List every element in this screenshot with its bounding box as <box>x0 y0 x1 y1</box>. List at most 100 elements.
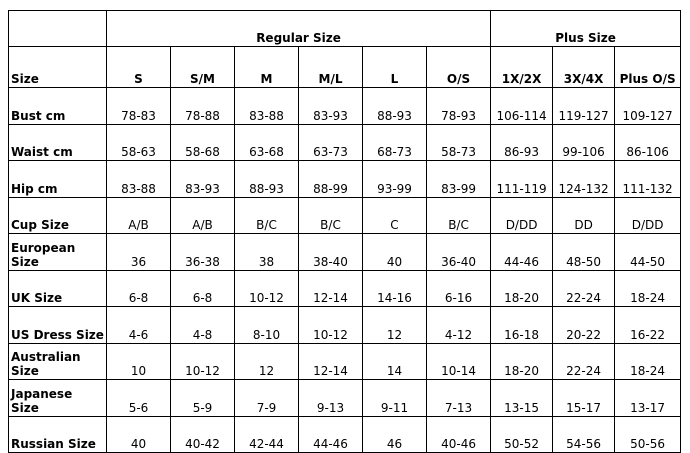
table-row: US Dress Size 4-6 4-8 8-10 10-12 12 4-12 16-18 2… <box>8 306 682 344</box>
table-cell: 83-93 <box>170 160 235 198</box>
table-row: UK Size 6-8 6-8 10-12 12-14 14-16 6-16 18-20 22-… <box>8 269 682 307</box>
table-cell: 36-38 <box>170 233 235 271</box>
table-cell: C <box>362 196 427 234</box>
table-cell: 88-93 <box>362 87 427 125</box>
table-cell: 10-12 <box>170 342 235 380</box>
table-cell: 7-9 <box>234 379 299 417</box>
row-label: Australian Size <box>8 342 107 380</box>
table-cell: 8-10 <box>234 306 299 344</box>
table-cell: 10-12 <box>234 269 299 307</box>
table-cell: 46 <box>362 415 427 453</box>
group-header: Plus Size <box>490 10 682 47</box>
table-cell: B/C <box>425 196 492 234</box>
table-cell: 20-22 <box>552 306 616 344</box>
table-row: Australian Size 10 10-12 12 12-14 14 10-14 18-2… <box>8 342 682 380</box>
table-cell: 16-22 <box>614 306 682 344</box>
table-cell: 119-127 <box>552 87 616 125</box>
table-cell: 86-93 <box>490 123 554 161</box>
row-label: Hip cm <box>8 160 107 198</box>
table-cell: 42-44 <box>234 415 299 453</box>
column-header: O/S <box>425 46 492 88</box>
table-cell: D/DD <box>490 196 554 234</box>
table-cell: 40-42 <box>170 415 235 453</box>
table-cell: 83-88 <box>234 87 299 125</box>
row-label: European Size <box>8 233 107 271</box>
table-cell: 13-15 <box>490 379 554 417</box>
table-cell: 54-56 <box>552 415 616 453</box>
table-cell: 10-14 <box>425 342 492 380</box>
table-cell: 22-24 <box>552 342 616 380</box>
column-header: S <box>106 46 171 88</box>
table-cell: 6-8 <box>106 269 171 307</box>
column-header: S/M <box>170 46 235 88</box>
table-cell: 88-99 <box>298 160 363 198</box>
table-body: Regular Size Plus Size Size S S/M M M/L L O/S 1X/… <box>8 10 682 453</box>
table-row: Cup Size A/B A/B B/C B/C C B/C D/DD DD D/DD <box>8 196 682 234</box>
row-label: US Dress Size <box>8 306 107 344</box>
table-row: Russian Size 40 40-42 42-44 44-46 46 40-46 50-5… <box>8 415 682 453</box>
table-cell: 78-93 <box>425 87 492 125</box>
table-cell: 40-46 <box>425 415 492 453</box>
table-cell: 22-24 <box>552 269 616 307</box>
table-row: Bust cm 78-83 78-88 83-88 83-93 88-93 78-93 106… <box>8 87 682 125</box>
table-cell: 58-73 <box>425 123 492 161</box>
table-cell: 78-88 <box>170 87 235 125</box>
column-header: M <box>234 46 299 88</box>
table-cell: 10-12 <box>298 306 363 344</box>
table-cell: 111-119 <box>490 160 554 198</box>
table-cell: 6-8 <box>170 269 235 307</box>
group-header: Regular Size <box>105 10 492 47</box>
table-cell: 106-114 <box>490 87 554 125</box>
column-header: Size <box>8 46 107 88</box>
column-header: Plus O/S <box>614 46 682 88</box>
table-cell: 99-106 <box>552 123 616 161</box>
table-cell: DD <box>552 196 616 234</box>
table-cell: 12 <box>362 306 427 344</box>
table-cell: 111-132 <box>614 160 682 198</box>
table-cell: A/B <box>106 196 171 234</box>
table-cell: 36-40 <box>425 233 492 271</box>
table-row: Japanese Size 5-6 5-9 7-9 9-13 9-11 7-13 13-15 1… <box>8 379 682 417</box>
table-row: Waist cm 58-63 58-68 63-68 63-73 68-73 58-73 86… <box>8 123 682 161</box>
table-cell: 63-68 <box>234 123 299 161</box>
table-cell: 88-93 <box>234 160 299 198</box>
table-cell: 6-16 <box>425 269 492 307</box>
table-cell: 83-88 <box>106 160 171 198</box>
table-cell: 58-68 <box>170 123 235 161</box>
table-cell: 40 <box>106 415 171 453</box>
table-cell: D/DD <box>614 196 682 234</box>
table-cell: 38-40 <box>298 233 363 271</box>
table-cell: A/B <box>170 196 235 234</box>
table-cell: 14 <box>362 342 427 380</box>
table-cell: 18-24 <box>614 342 682 380</box>
empty-cell <box>8 10 107 47</box>
table-cell: 68-73 <box>362 123 427 161</box>
table-cell: B/C <box>298 196 363 234</box>
table-cell: 48-50 <box>552 233 616 271</box>
table-cell: 124-132 <box>552 160 616 198</box>
row-label: Bust cm <box>8 87 107 125</box>
table-cell: 44-46 <box>490 233 554 271</box>
column-header: M/L <box>298 46 363 88</box>
table-cell: 4-8 <box>170 306 235 344</box>
table-cell: 14-16 <box>362 269 427 307</box>
row-label: Japanese Size <box>8 379 107 417</box>
table-cell: 44-46 <box>298 415 363 453</box>
table-cell: 83-93 <box>298 87 363 125</box>
table-cell: 18-20 <box>490 269 554 307</box>
table-cell: 86-106 <box>614 123 682 161</box>
table-cell: 4-6 <box>106 306 171 344</box>
table-cell: 12 <box>234 342 299 380</box>
table-cell: 58-63 <box>106 123 171 161</box>
table-cell: 36 <box>106 233 171 271</box>
table-cell: 93-99 <box>362 160 427 198</box>
table-cell: 13-17 <box>614 379 682 417</box>
table-row: Hip cm 83-88 83-93 88-93 88-99 93-99 83-99 111-… <box>8 160 682 198</box>
table-cell: 7-13 <box>425 379 492 417</box>
table-cell: 50-52 <box>490 415 554 453</box>
table-row: European Size 36 36-38 38 38-40 40 36-40 44-46 4… <box>8 233 682 271</box>
table-cell: 12-14 <box>298 342 363 380</box>
table-cell: 83-99 <box>425 160 492 198</box>
table-cell: 18-20 <box>490 342 554 380</box>
table-cell: 10 <box>106 342 171 380</box>
